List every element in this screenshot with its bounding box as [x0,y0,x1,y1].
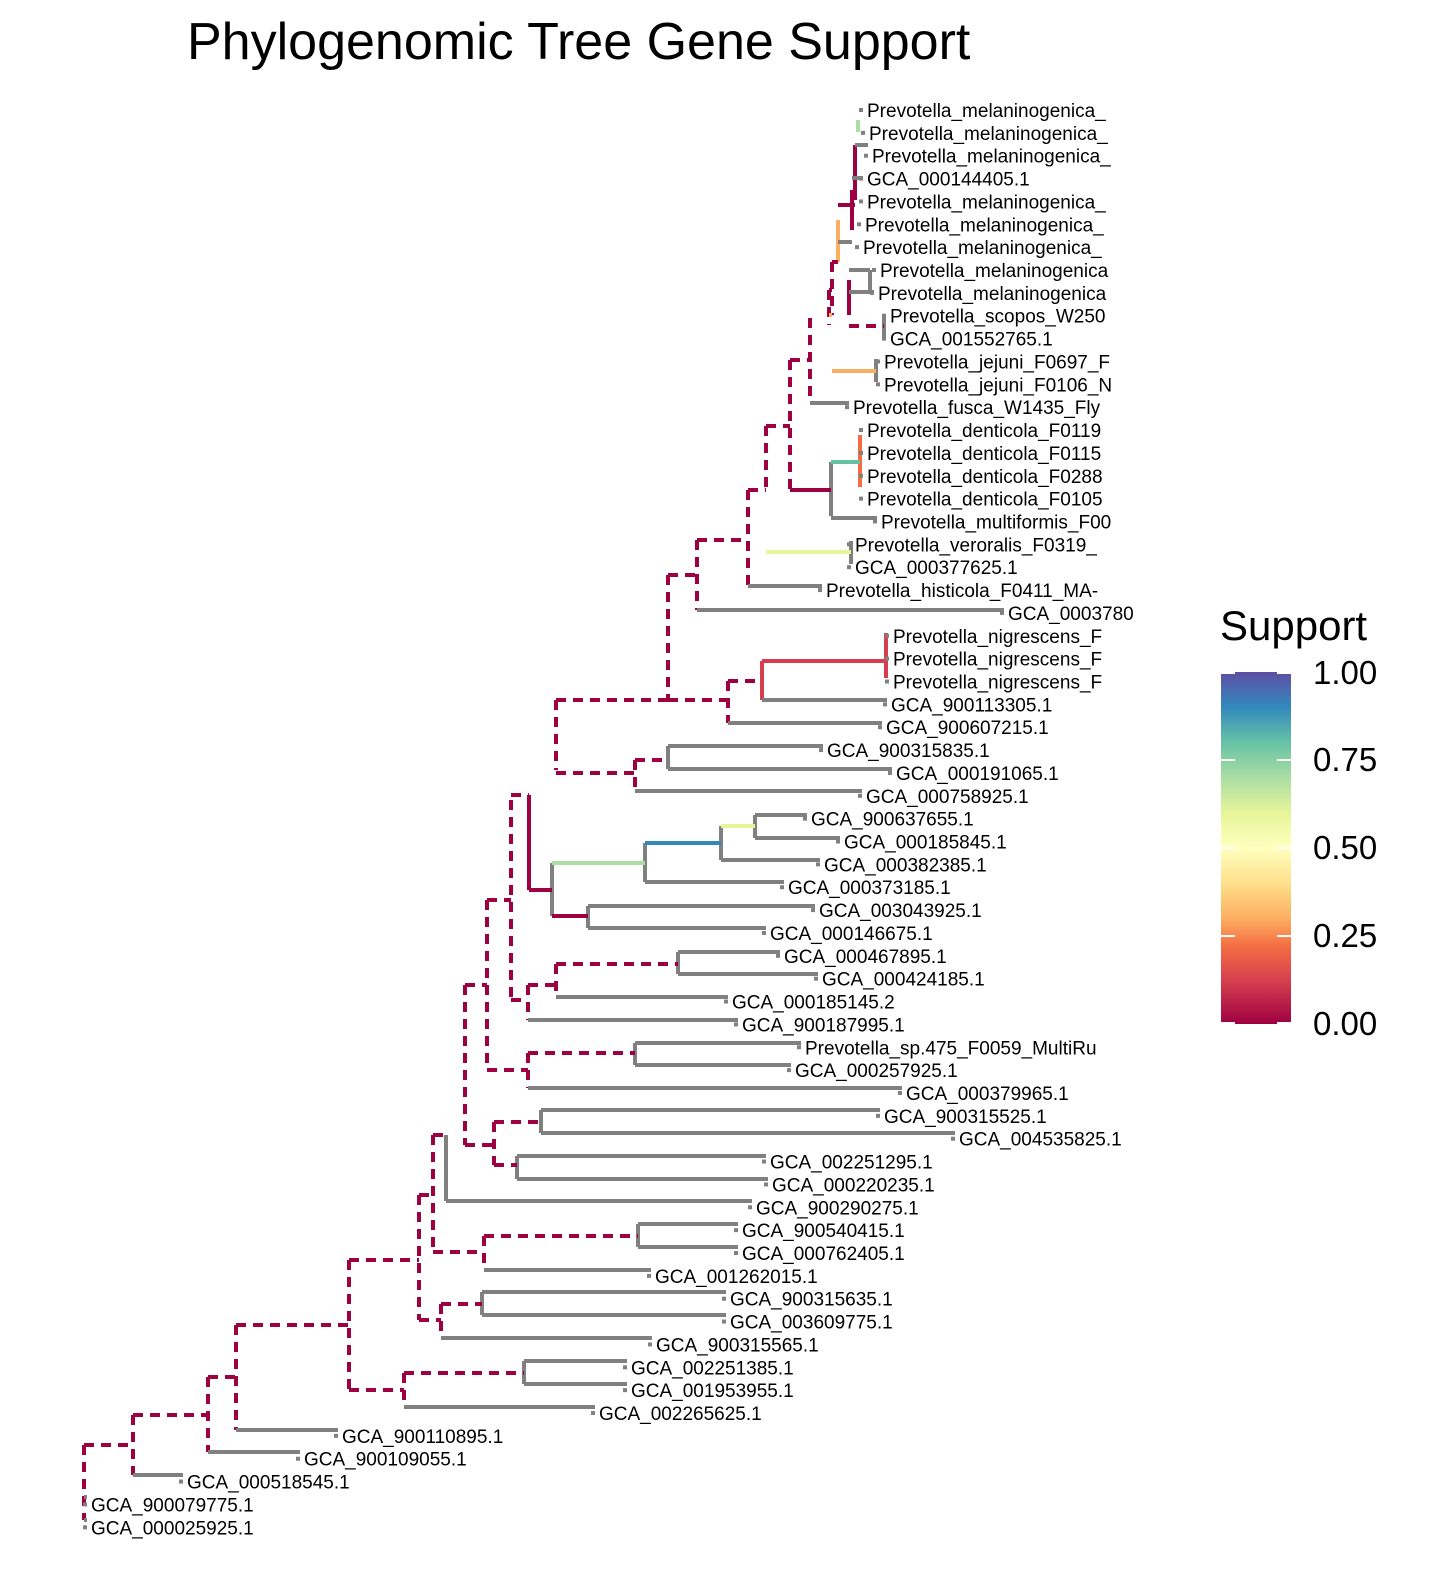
tip-label: GCA_003043925.1 [819,901,982,922]
legend-label: 0.50 [1313,829,1378,866]
tip-label: GCA_002251295.1 [770,1153,933,1174]
tip-label: GCA_000518545.1 [187,1473,350,1494]
tip-label: GCA_000373185.1 [788,878,951,899]
tip-label: GCA_900540415.1 [742,1221,905,1242]
colorbar-tick [1221,1022,1235,1024]
tip-label: GCA_900187995.1 [742,1015,905,1036]
tip-label: GCA_900607215.1 [886,718,1049,739]
tip-label: Prevotella_melaninogenica_ [867,192,1106,213]
tip-label: GCA_000185145.2 [732,993,895,1014]
tip-label: GCA_001953955.1 [631,1381,794,1402]
tip-label: Prevotella_denticola_F0115 [867,444,1101,465]
tree-branches [82,108,1004,1530]
tip-label: GCA_900290275.1 [756,1198,919,1219]
tip-label: Prevotella_nigrescens_F [893,650,1102,671]
tip-label: Prevotella_histicola_F0411_MA- [826,581,1098,602]
legend-label: 0.00 [1313,1005,1378,1042]
tip-label: GCA_004535825.1 [959,1130,1122,1151]
colorbar-tick [1277,759,1291,761]
tip-label: Prevotella_jejuni_F0106_N [884,375,1112,396]
tip-label: Prevotella_melaninogenica_ [867,101,1106,122]
tip-label: GCA_002251385.1 [631,1358,794,1379]
tip-label: Prevotella_scopos_W250 [890,307,1105,328]
tip-label: GCA_0003780 [1008,604,1134,625]
tip-label: Prevotella_melaninogenica [880,261,1109,282]
tip-label: GCA_000424185.1 [822,970,985,991]
tip-label: GCA_000382385.1 [824,855,987,876]
tip-label: GCA_000191065.1 [896,764,1059,785]
legend-label: 0.75 [1313,741,1378,778]
tip-label: Prevotella_jejuni_F0697_F [884,352,1110,373]
tip-label: Prevotella_nigrescens_F [893,673,1102,694]
tip-label: GCA_000185845.1 [844,833,1007,854]
tip-label: GCA_900315525.1 [884,1107,1047,1128]
tip-label: Prevotella_sp.475_F0059_MultiRu [805,1038,1097,1059]
tip-label: GCA_000762405.1 [742,1244,905,1265]
colorbar-tick [1277,1022,1291,1024]
tip-label: GCA_000146675.1 [770,924,933,945]
legend-label: 0.25 [1313,917,1378,954]
tip-label: Prevotella_veroralis_F0319_ [855,535,1097,556]
chart-title: Phylogenomic Tree Gene Support [187,13,971,71]
colorbar-tick [1277,847,1291,849]
tip-label: GCA_900315835.1 [827,741,990,762]
tip-label: GCA_000144405.1 [867,170,1030,191]
tip-label: GCA_000467895.1 [784,947,947,968]
tip-label: Prevotella_melaninogenica_ [865,215,1104,236]
legend-title: Support [1220,602,1368,649]
colorbar-tick [1277,672,1291,674]
tip-label: GCA_000377625.1 [855,558,1018,579]
tip-label: Prevotella_nigrescens_F [893,627,1102,648]
tip-label: GCA_900110895.1 [342,1427,503,1448]
legend-label: 1.00 [1313,654,1378,691]
colorbar-tick [1221,759,1235,761]
tip-label: Prevotella_fusca_W1435_Fly [853,398,1101,419]
tip-label: Prevotella_multiformis_F00 [881,512,1111,533]
tip-label: Prevotella_denticola_F0288 [867,467,1103,488]
tip-label: GCA_000025925.1 [91,1518,254,1539]
tip-label: GCA_000758925.1 [866,787,1029,808]
phylogenetic-tree: Prevotella_melaninogenica_Prevotella_mel… [82,101,1134,1539]
tip-label: GCA_900109055.1 [304,1450,467,1471]
tip-label: GCA_002265625.1 [599,1404,762,1425]
tip-label: Prevotella_denticola_F0105 [867,490,1103,511]
tip-label: GCA_000379965.1 [906,1084,1069,1105]
tip-label: Prevotella_melaninogenica_ [869,124,1108,145]
tip-label: Prevotella_denticola_F0119 [867,421,1101,442]
tip-label: Prevotella_melaninogenica_ [872,147,1111,168]
tip-label: GCA_900315565.1 [656,1335,819,1356]
tip-label: GCA_900637655.1 [811,810,974,831]
tip-label: GCA_000220235.1 [772,1175,935,1196]
tip-label: GCA_003609775.1 [730,1313,893,1334]
colorbar-tick [1221,672,1235,674]
tip-label: Prevotella_melaninogenica [878,284,1107,305]
colorbar-tick [1277,935,1291,937]
tip-label: GCA_001262015.1 [655,1267,818,1288]
tip-label: GCA_900079775.1 [91,1495,254,1516]
tip-label: GCA_900315635.1 [730,1290,893,1311]
colorbar-tick [1221,935,1235,937]
tip-label: Prevotella_melaninogenica_ [863,238,1102,259]
tip-label: GCA_001552765.1 [890,330,1053,351]
tip-label: GCA_900113305.1 [891,695,1052,716]
colorbar-tick [1221,847,1235,849]
tip-label: GCA_000257925.1 [795,1061,958,1082]
tip-labels: Prevotella_melaninogenica_Prevotella_mel… [91,101,1134,1539]
